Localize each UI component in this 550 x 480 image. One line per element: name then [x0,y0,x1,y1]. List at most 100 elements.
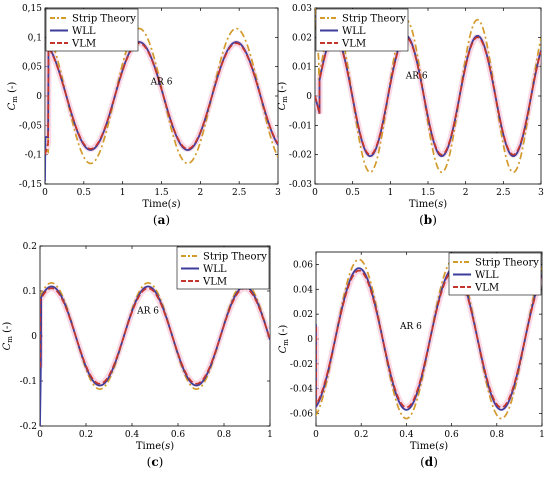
y-tick-label: 0 [36,92,42,102]
y-axis-label: Cm (-) [7,82,19,111]
series-line-vlm [45,42,278,155]
series-line-wll [45,41,278,182]
y-tick-label: 0.02 [293,310,313,320]
x-axis-label: Time(s) [142,199,180,210]
legend-label: Strip Theory [203,252,267,263]
y-tick-label: 0.04 [293,285,313,295]
x-tick-label: 0 [313,430,319,440]
x-axis-label: Time(s) [410,441,448,452]
annotation-ar: AR 6 [136,307,159,317]
legend-label: Strip Theory [342,14,406,25]
plot-area [40,282,270,426]
y-tick-label: 0.03 [292,4,312,14]
y-tick-label: 0 [31,332,37,342]
x-tick-label: 2 [463,188,469,198]
legend-label: WLL [342,26,366,37]
y-tick-label: -0.06 [290,410,313,420]
x-tick-label: 1 [387,188,393,198]
y-tick-label: 0.2 [23,242,37,252]
y-tick-label: -0.1 [20,377,37,387]
x-tick-label: 0.6 [171,430,186,440]
y-tick-label: -0.02 [290,360,313,370]
y-tick-label: 0 [306,92,312,102]
panel-label: (c) [147,455,164,469]
panel-label: (d) [420,455,438,469]
y-tick-label: -0.04 [290,385,313,395]
y-tick-label: 0.01 [292,63,312,73]
y-tick-label: -0,05 [19,121,42,131]
y-tick-label: -0.02 [289,151,312,161]
series-glow-layer [40,285,270,387]
legend-label: Strip Theory [72,14,136,25]
panel-d: 0 0.2 0.4 0.6 0.8 1 -0.06 -0.04 -0.02 0 0.02 0.04 0.… [278,251,545,469]
panel-label: (a) [153,213,170,227]
y-tick-label: 0 [307,335,313,345]
y-tick-label: 0.02 [292,33,312,43]
x-tick-label: 0.8 [490,430,505,440]
y-tick-label: 0,1 [28,33,42,43]
y-tick-label: -0.03 [289,180,312,190]
plot-area [315,8,541,174]
x-tick-label: 0 [42,188,48,198]
plot-area [45,27,278,182]
annotation-ar: AR 6 [399,322,422,332]
annotation-ar: AR 6 [150,77,173,87]
legend-label: WLL [203,264,227,275]
x-tick-label: 0 [312,188,318,198]
legend-label: VLM [71,39,96,50]
y-tick-label: 0.1 [23,287,37,297]
x-tick-label: 0.2 [79,430,93,440]
panel-c: 0 0.2 0.4 0.6 0.8 1 -0.2 -0.1 0 0.1 0.2 Time(s) Cm (… [2,242,273,469]
y-tick-label: -0,15 [19,180,42,190]
y-tick-label: -0.01 [289,121,312,131]
y-tick-label: -0.2 [20,422,37,432]
x-tick-label: 1 [539,430,545,440]
x-axis-label: Time(s) [136,441,174,452]
vlm-glow [40,285,270,387]
x-tick-label: 0.8 [217,430,232,440]
x-tick-label: 0.6 [444,430,459,440]
x-tick-label: 3 [275,188,281,198]
x-tick-label: 1.5 [421,188,436,198]
x-tick-label: 2.5 [232,188,247,198]
x-axis-label: Time(s) [409,199,447,210]
vlm-glow [315,34,541,158]
x-tick-label: 0.2 [354,430,368,440]
y-tick-label: 0.06 [293,260,313,270]
panel-a: 0 0.5 1 1.5 2 2.5 3 -0,15 -0,1 -0,05 0 0,05 0,1 0,15 T… [7,4,281,227]
y-axis-label: Cm (-) [278,325,290,354]
legend-label: WLL [475,270,499,281]
series-line-vlm [40,287,270,385]
series-line-vlm [316,269,542,409]
plot-area [316,258,542,420]
legend-label: Strip Theory [475,258,539,269]
x-tick-label: 1 [120,188,126,198]
panel-b: 0 0.5 1 1.5 2 2.5 3 -0.03 -0.02 -0.01 0 0.01 0.02 0.0… [277,4,544,227]
x-tick-label: 0.5 [77,188,92,198]
x-tick-label: 0.4 [125,430,140,440]
x-tick-label: 0 [37,430,43,440]
x-tick-label: 2.5 [496,188,511,198]
legend-label: VLM [341,39,366,50]
y-tick-label: 0,15 [22,4,42,14]
legend-label: VLM [202,277,227,288]
y-axis-label: Cm (-) [2,322,14,351]
x-tick-label: 1 [267,430,273,440]
annotation-ar: AR 6 [405,71,428,81]
y-tick-label: 0,05 [22,63,42,73]
y-tick-label: -0,1 [25,151,42,161]
x-tick-label: 3 [538,188,544,198]
x-tick-label: 0.4 [399,430,414,440]
legend-label: VLM [474,283,499,294]
series-glow-layer [315,34,541,158]
panel-label: (b) [419,213,437,227]
y-axis-label: Cm (-) [277,82,289,111]
legend-label: WLL [72,26,96,37]
series-line-strip-theory [315,8,541,174]
x-tick-label: 1.5 [154,188,169,198]
